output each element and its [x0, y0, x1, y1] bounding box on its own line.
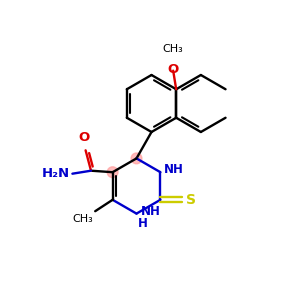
- Text: O: O: [168, 63, 179, 76]
- Text: O: O: [79, 131, 90, 144]
- Text: H: H: [138, 217, 148, 230]
- Circle shape: [107, 167, 118, 178]
- Text: H₂N: H₂N: [41, 167, 69, 180]
- Text: S: S: [186, 193, 196, 207]
- Text: NH: NH: [140, 205, 160, 218]
- Circle shape: [131, 153, 142, 164]
- Text: NH: NH: [164, 163, 184, 176]
- Text: CH₃: CH₃: [163, 44, 184, 54]
- Text: CH₃: CH₃: [72, 214, 93, 224]
